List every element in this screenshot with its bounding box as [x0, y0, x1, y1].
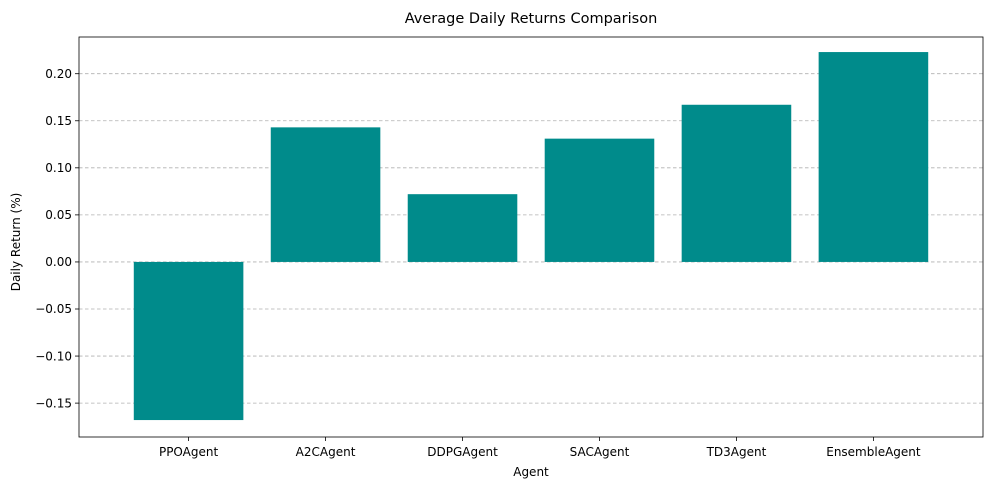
y-tick-label: 0.20 [45, 67, 72, 81]
y-axis-label: Daily Return (%) [9, 193, 23, 292]
chart-title: Average Daily Returns Comparison [405, 11, 658, 27]
bar-a2cagent [270, 127, 381, 262]
x-tick-label: TD3Agent [706, 445, 767, 459]
x-tick-label: PPOAgent [159, 445, 219, 459]
bar-ensembleagent [818, 52, 929, 262]
x-axis-label: Agent [513, 465, 549, 479]
y-tick-label: −0.15 [35, 396, 72, 410]
x-tick-label: EnsembleAgent [826, 445, 921, 459]
y-tick-label: 0.10 [45, 161, 72, 175]
y-tick-label: 0.05 [45, 208, 72, 222]
x-tick-label: SACAgent [570, 445, 630, 459]
bars [133, 52, 929, 421]
y-tick-label: 0.15 [45, 114, 72, 128]
y-ticks: −0.15 −0.10 −0.05 0.00 0.05 0.10 0.15 0.20 [35, 67, 79, 410]
x-ticks: PPOAgent A2CAgent DDPGAgent SACAgent TD3Agen… [159, 437, 921, 459]
y-tick-label: −0.10 [35, 349, 72, 363]
plot-frame [78, 36, 984, 438]
x-tick-label: DDPGAgent [427, 445, 498, 459]
y-tick-label: 0.00 [45, 255, 72, 269]
y-tick-label: −0.05 [35, 302, 72, 316]
x-tick-label: A2CAgent [296, 445, 356, 459]
bar-td3agent [681, 104, 792, 262]
bar-sacagent [544, 138, 655, 262]
axes [78, 36, 984, 438]
bar-ddpgagent [407, 194, 518, 262]
bar-ppoagent [133, 261, 244, 421]
